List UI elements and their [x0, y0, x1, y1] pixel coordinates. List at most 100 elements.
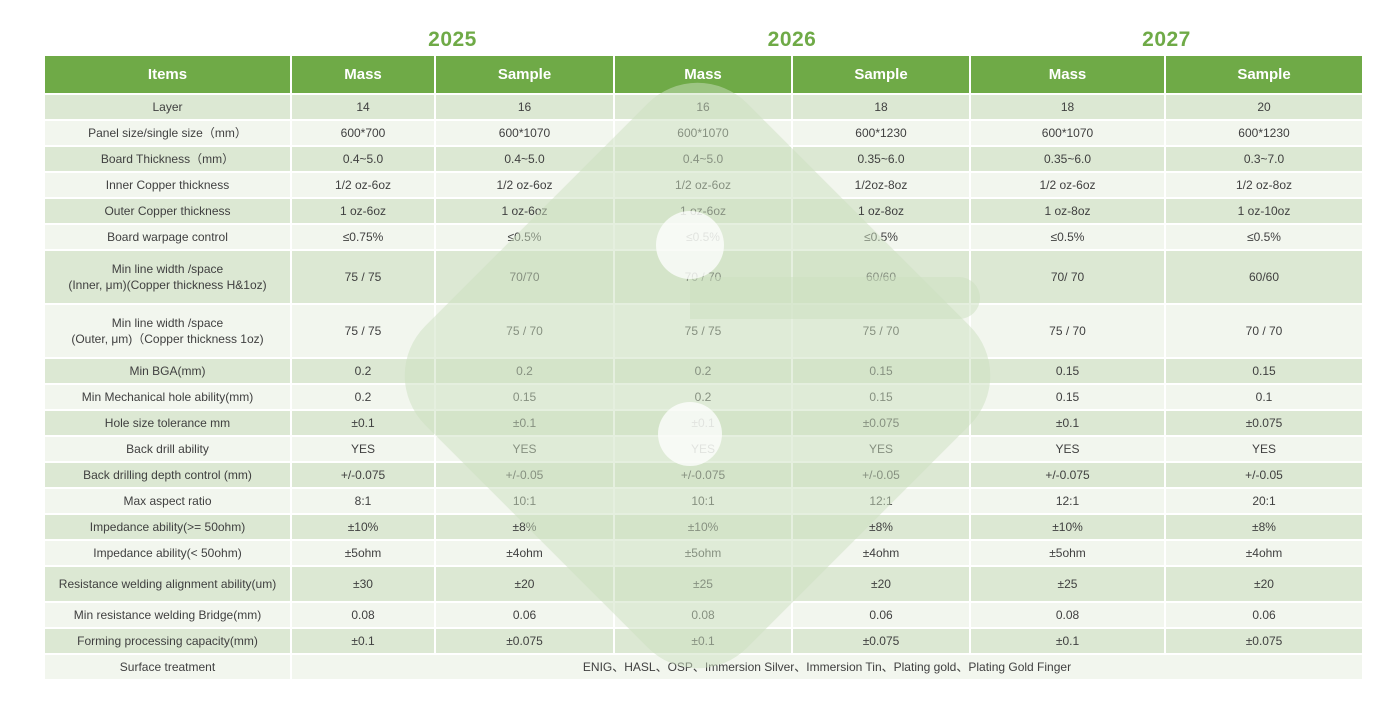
row-label: Impedance ability(< 50ohm)	[45, 541, 290, 565]
cell-value: ±0.1	[615, 629, 791, 653]
cell-value: 0.4~5.0	[436, 147, 613, 171]
row-label: Min BGA(mm)	[45, 359, 290, 383]
cell-value: 600*700	[292, 121, 434, 145]
cell-value: 20:1	[1166, 489, 1362, 513]
row-label: Board warpage control	[45, 225, 290, 249]
cell-value: 70/ 70	[971, 251, 1164, 303]
cell-value: 1/2oz-8oz	[793, 173, 969, 197]
cell-value: 12:1	[793, 489, 969, 513]
cell-value: 0.1	[1166, 385, 1362, 409]
row-label: Panel size/single size（mm）	[45, 121, 290, 145]
spec-grid: Items Mass Sample Mass Sample Mass Sample Laye…	[45, 56, 1362, 679]
row-label: Min line width /space (Inner, μm)(Copper…	[45, 251, 290, 303]
cell-value: ≤0.5%	[615, 225, 791, 249]
cell-value: YES	[292, 437, 434, 461]
cell-value: 1 oz-6oz	[292, 199, 434, 223]
cell-value: ±0.075	[436, 629, 613, 653]
cell-value: ±4ohm	[436, 541, 613, 565]
cell-value: 1 oz-8oz	[793, 199, 969, 223]
capability-table: 2025 2026 2027 Items Mass Sample Mass Sampl…	[45, 28, 1362, 679]
row-label: Impedance ability(>= 50ohm)	[45, 515, 290, 539]
row-label: Min Mechanical hole ability(mm)	[45, 385, 290, 409]
cell-value: 0.15	[971, 385, 1164, 409]
cell-value: ±25	[971, 567, 1164, 601]
cell-value: 0.2	[615, 359, 791, 383]
cell-value: 18	[793, 95, 969, 119]
cell-value: 70 / 70	[615, 251, 791, 303]
cell-value: ±10%	[971, 515, 1164, 539]
cell-value: +/-0.075	[615, 463, 791, 487]
row-label: Hole size tolerance mm	[45, 411, 290, 435]
cell-value: ±0.1	[971, 629, 1164, 653]
row-label: Layer	[45, 95, 290, 119]
year-header-row: 2025 2026 2027	[45, 28, 1362, 52]
cell-value: ±0.075	[1166, 629, 1362, 653]
cell-value: YES	[971, 437, 1164, 461]
row-label: Max aspect ratio	[45, 489, 290, 513]
cell-value: ≤0.75%	[292, 225, 434, 249]
cell-value: YES	[1166, 437, 1362, 461]
row-label: Min resistance welding Bridge(mm)	[45, 603, 290, 627]
cell-value: 600*1230	[1166, 121, 1362, 145]
column-header-mass: Mass	[292, 56, 434, 93]
cell-value: ±0.1	[292, 629, 434, 653]
cell-value: ±5ohm	[615, 541, 791, 565]
cell-value: ±0.075	[793, 411, 969, 435]
cell-value: 20	[1166, 95, 1362, 119]
cell-value: ≤0.5%	[436, 225, 613, 249]
cell-value: ±8%	[1166, 515, 1362, 539]
cell-value: 0.3~7.0	[1166, 147, 1362, 171]
cell-value: 1/2 oz-6oz	[615, 173, 791, 197]
row-label: Inner Copper thickness	[45, 173, 290, 197]
cell-value: +/-0.075	[971, 463, 1164, 487]
cell-value: 600*1070	[615, 121, 791, 145]
cell-value: ±0.1	[436, 411, 613, 435]
cell-value: 0.2	[292, 359, 434, 383]
row-label: Back drill ability	[45, 437, 290, 461]
cell-value: ±25	[615, 567, 791, 601]
cell-value: ±10%	[292, 515, 434, 539]
cell-value: +/-0.05	[1166, 463, 1362, 487]
cell-value: 16	[615, 95, 791, 119]
cell-value: ≤0.5%	[793, 225, 969, 249]
cell-value: 70 / 70	[1166, 305, 1362, 357]
row-label: Resistance welding alignment ability(um)	[45, 567, 290, 601]
cell-value: 0.08	[615, 603, 791, 627]
cell-value: ±0.1	[292, 411, 434, 435]
cell-value: 70/70	[436, 251, 613, 303]
cell-value: +/-0.075	[292, 463, 434, 487]
cell-value: 1 oz-6oz	[615, 199, 791, 223]
cell-value: ±20	[793, 567, 969, 601]
cell-value: 1/2 oz-6oz	[971, 173, 1164, 197]
column-header-sample: Sample	[1166, 56, 1362, 93]
cell-value: ±20	[1166, 567, 1362, 601]
cell-value: 75 / 70	[793, 305, 969, 357]
column-header-items: Items	[45, 56, 290, 93]
cell-value: ±5ohm	[292, 541, 434, 565]
cell-value: 14	[292, 95, 434, 119]
cell-value: ±5ohm	[971, 541, 1164, 565]
row-label: Back drilling depth control (mm)	[45, 463, 290, 487]
year-label-2027: 2027	[1142, 28, 1191, 51]
cell-value: 600*1230	[793, 121, 969, 145]
row-label: Board Thickness（mm）	[45, 147, 290, 171]
cell-value: 75 / 70	[971, 305, 1164, 357]
cell-value: 16	[436, 95, 613, 119]
cell-value: 600*1070	[971, 121, 1164, 145]
cell-value: 0.06	[1166, 603, 1362, 627]
cell-value: ≤0.5%	[971, 225, 1164, 249]
year-label-2025: 2025	[428, 28, 477, 51]
cell-value: 1 oz-6oz	[436, 199, 613, 223]
year-label-2026: 2026	[767, 28, 817, 51]
cell-value: +/-0.05	[436, 463, 613, 487]
cell-value: 0.35~6.0	[971, 147, 1164, 171]
cell-value: 1/2 oz-8oz	[1166, 173, 1362, 197]
cell-value: ±0.1	[615, 411, 791, 435]
cell-value: 0.15	[793, 385, 969, 409]
cell-value: ±4ohm	[793, 541, 969, 565]
cell-value: 0.15	[793, 359, 969, 383]
cell-value: ±0.1	[971, 411, 1164, 435]
cell-value: +/-0.05	[793, 463, 969, 487]
cell-value: YES	[615, 437, 791, 461]
